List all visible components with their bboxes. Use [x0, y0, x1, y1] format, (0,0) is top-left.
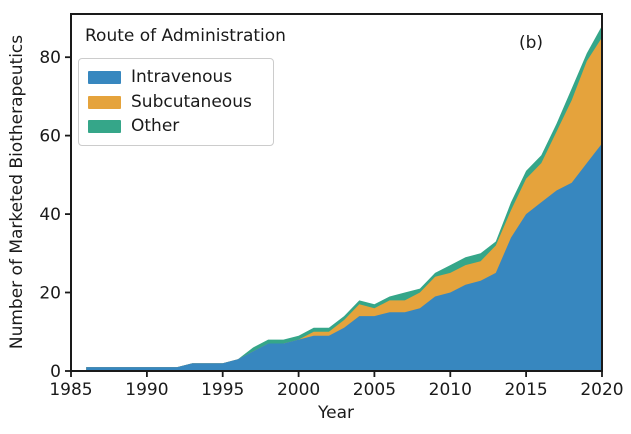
legend-item-label: Subcutaneous: [131, 91, 252, 112]
plot-border: [70, 13, 603, 372]
y-tick-label: 60: [39, 127, 61, 147]
x-tick-label: 1995: [201, 380, 244, 400]
axis-tick-labels: 1985 1990 1995 2000 2005 2010 2015 2020 0 20 40 60 8…: [39, 48, 623, 400]
legend: Intravenous Subcutaneous Other: [78, 58, 274, 146]
legend-item-other: Other: [88, 118, 273, 135]
x-tick-label: 2015: [504, 380, 547, 400]
area-intravenous: [86, 143, 602, 371]
legend-title: Route of Administration: [85, 26, 286, 46]
legend-item-label: Other: [131, 116, 180, 137]
legend-item-label: Intravenous: [131, 66, 233, 87]
y-tick-label: 80: [39, 48, 61, 68]
panel-label: (b): [519, 33, 544, 53]
x-axis-label: Year: [318, 403, 354, 423]
legend-swatch-subcutaneous-icon: [88, 95, 121, 109]
legend-swatch-intravenous-icon: [88, 70, 121, 84]
legend-item-subcutaneous: Subcutaneous: [88, 91, 273, 112]
stacked-areas: [86, 25, 602, 372]
y-tick-label: 0: [50, 362, 61, 382]
x-tick-label: 2010: [429, 380, 472, 400]
legend-swatch-other-icon: [88, 120, 121, 134]
x-tick-label: 2000: [277, 380, 320, 400]
x-tick-label: 2020: [580, 380, 623, 400]
x-tick-label: 1985: [49, 380, 92, 400]
y-tick-label: 20: [39, 284, 61, 304]
y-tick-label: 40: [39, 205, 61, 225]
x-tick-label: 1990: [125, 380, 168, 400]
legend-item-intravenous: Intravenous: [88, 66, 273, 87]
y-axis-label: Number of Marketed Biotherapeutics: [7, 34, 27, 350]
x-tick-label: 2005: [353, 380, 396, 400]
